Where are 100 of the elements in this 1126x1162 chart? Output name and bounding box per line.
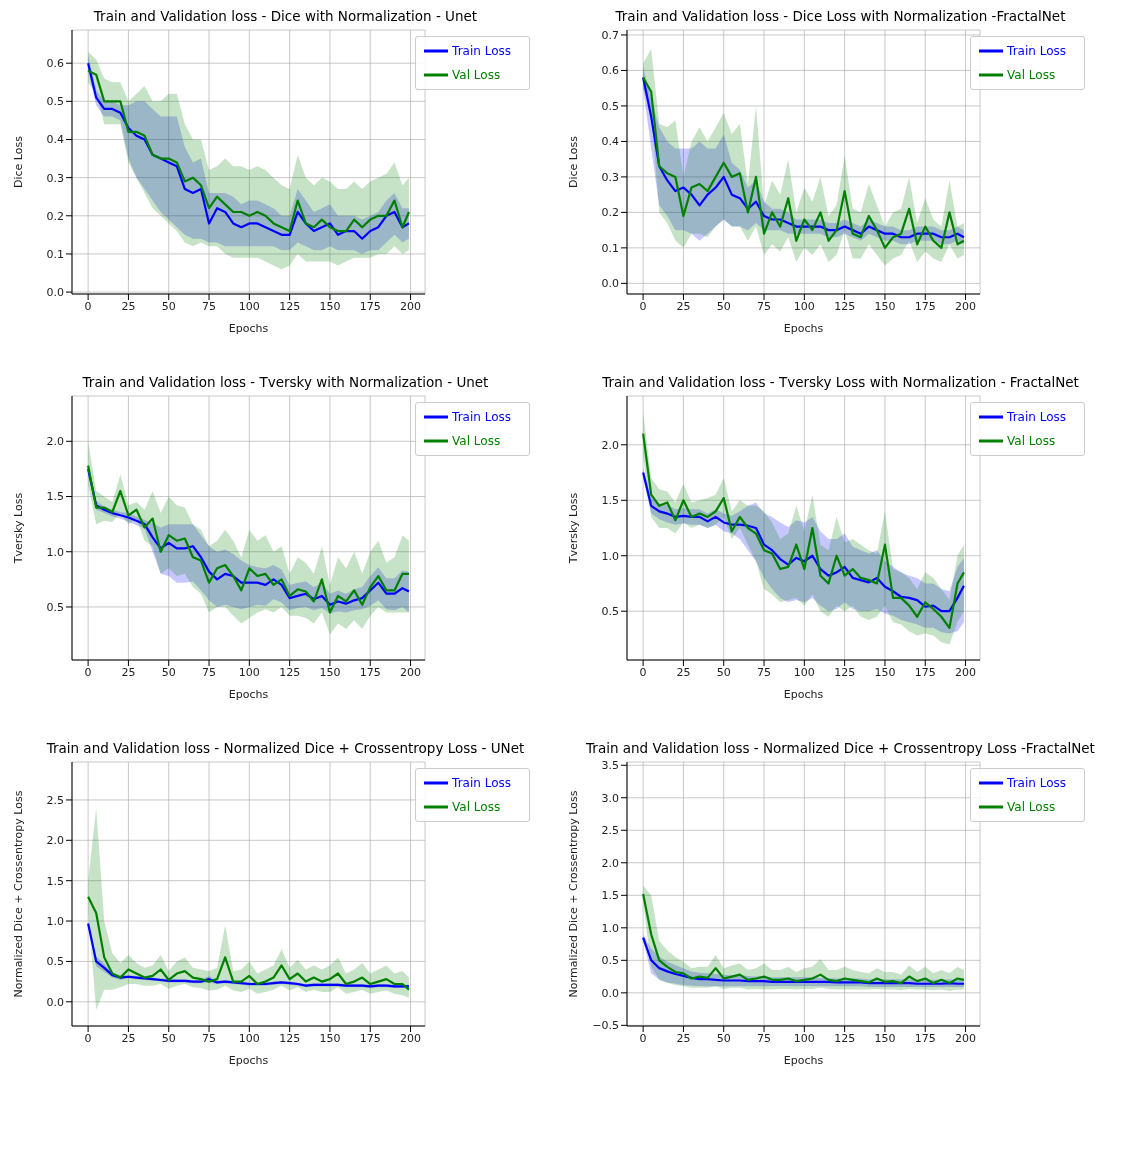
y-tick-label: 2.5 — [601, 824, 619, 838]
y-tick-label: 0.5 — [46, 955, 64, 969]
x-tick-label: 50 — [161, 665, 176, 679]
y-tick-label: 0.4 — [601, 135, 619, 149]
x-tick-label: 150 — [319, 299, 341, 313]
legend-label: Val Loss — [452, 67, 501, 82]
x-tick-label: 125 — [279, 1031, 301, 1045]
y-tick-label: 0.5 — [601, 954, 619, 968]
x-tick-label: 25 — [676, 1031, 691, 1045]
x-tick-label: 50 — [716, 665, 731, 679]
line-series — [87, 895, 411, 991]
x-tick-label: 150 — [874, 299, 896, 313]
y-tick-label: 3.5 — [601, 759, 619, 773]
line-series — [642, 432, 966, 629]
legend-label: Train Loss — [1007, 775, 1066, 790]
y-tick-label: 0.4 — [46, 133, 64, 147]
y-tick-label: 0.3 — [46, 171, 64, 185]
legend-label: Val Loss — [1007, 433, 1056, 448]
y-axis-title: Tversky Loss — [566, 492, 580, 565]
y-tick-label: 0.3 — [601, 170, 619, 184]
x-tick-label: 100 — [238, 665, 260, 679]
legend-label: Val Loss — [452, 433, 501, 448]
x-tick-label: 0 — [84, 299, 92, 313]
y-tick-label: 0.0 — [601, 277, 619, 291]
x-axis-title: Epochs — [783, 322, 824, 335]
y-tick-label: 1.0 — [601, 549, 619, 563]
x-axis-title: Epochs — [783, 1054, 824, 1067]
legend-label: Train Loss — [1007, 409, 1066, 424]
y-tick-label: 0.5 — [46, 95, 64, 109]
x-tick-label: 50 — [716, 1031, 731, 1045]
legend-label: Val Loss — [1007, 799, 1056, 814]
y-tick-label: 0.6 — [601, 64, 619, 78]
x-tick-label: 175 — [359, 665, 381, 679]
legend-label: Val Loss — [452, 799, 501, 814]
x-tick-label: 100 — [793, 1031, 815, 1045]
x-tick-label: 150 — [874, 665, 896, 679]
y-tick-label: 0.2 — [46, 209, 64, 223]
x-tick-label: 100 — [238, 299, 260, 313]
y-tick-label: 1.5 — [46, 874, 64, 888]
x-tick-label: 100 — [238, 1031, 260, 1045]
legend-label: Train Loss — [452, 409, 511, 424]
y-tick-label: 0.0 — [46, 995, 64, 1009]
x-tick-label: 75 — [757, 665, 772, 679]
y-tick-label: 0.5 — [601, 99, 619, 113]
x-tick-label: 25 — [676, 665, 691, 679]
x-tick-label: 125 — [834, 665, 856, 679]
y-tick-label: 0.5 — [46, 600, 64, 614]
legend-label: Train Loss — [452, 775, 511, 790]
x-tick-label: 25 — [676, 299, 691, 313]
legend-label: Train Loss — [452, 43, 511, 58]
legend-label: Train Loss — [1007, 43, 1066, 58]
x-tick-label: 25 — [121, 299, 136, 313]
x-axis-title: Epochs — [783, 688, 824, 701]
y-tick-label: 1.0 — [46, 545, 64, 559]
x-tick-label: 175 — [359, 299, 381, 313]
x-tick-label: 100 — [793, 299, 815, 313]
x-tick-label: 125 — [834, 299, 856, 313]
y-axis-title: Dice Loss — [566, 135, 580, 188]
chart-title: Train and Validation loss - Normalized Dice + Crossentropy Loss -FractalNet — [585, 740, 1096, 756]
y-tick-label: 2.0 — [46, 834, 64, 848]
x-tick-label: 175 — [914, 665, 936, 679]
y-tick-label: 0.1 — [46, 247, 64, 261]
x-tick-label: 50 — [161, 1031, 176, 1045]
y-axis-title: Tversky Loss — [11, 492, 25, 565]
x-tick-label: 0 — [639, 665, 647, 679]
chart-title: Train and Validation loss - Tversky Loss with Normalization - FractalNet — [601, 374, 1080, 390]
x-tick-label: 125 — [279, 299, 301, 313]
x-tick-label: 200 — [400, 299, 422, 313]
x-tick-label: 25 — [121, 1031, 136, 1045]
y-tick-label: 2.5 — [46, 793, 64, 807]
y-tick-label: −0.5 — [592, 1019, 619, 1033]
y-axis-title: Normalized Dice + Crossentropy Loss — [11, 790, 25, 998]
y-tick-label: 0.0 — [601, 986, 619, 1000]
chart-title: Train and Validation loss - Normalized Dice + Crossentropy Loss - UNet — [45, 740, 526, 756]
y-tick-label: 2.0 — [601, 438, 619, 452]
x-tick-label: 0 — [639, 1031, 647, 1045]
x-tick-label: 150 — [319, 1031, 341, 1045]
chart-title: Train and Validation loss - Dice with Normalization - Unet — [92, 8, 479, 24]
chart-title: Train and Validation loss - Tversky with Normalization - Unet — [81, 374, 490, 390]
x-axis-title: Epochs — [228, 1054, 269, 1067]
x-tick-label: 0 — [639, 299, 647, 313]
x-tick-label: 125 — [834, 1031, 856, 1045]
x-tick-label: 100 — [793, 665, 815, 679]
chart-title: Train and Validation loss - Dice Loss with Normalization -FractalNet — [614, 8, 1067, 24]
y-tick-label: 2.0 — [601, 856, 619, 870]
x-tick-label: 75 — [202, 299, 217, 313]
x-tick-label: 200 — [400, 665, 422, 679]
x-tick-label: 0 — [84, 665, 92, 679]
x-tick-label: 200 — [400, 1031, 422, 1045]
x-tick-label: 50 — [716, 299, 731, 313]
x-tick-label: 25 — [121, 665, 136, 679]
y-axis-title: Normalized Dice + Crossentropy Loss — [566, 790, 580, 998]
y-tick-label: 2.0 — [46, 435, 64, 449]
y-tick-label: 3.0 — [601, 791, 619, 805]
x-tick-label: 75 — [202, 1031, 217, 1045]
x-axis-title: Epochs — [228, 322, 269, 335]
x-tick-label: 175 — [914, 1031, 936, 1045]
y-tick-label: 1.0 — [601, 921, 619, 935]
x-tick-label: 200 — [955, 299, 977, 313]
y-tick-label: 1.5 — [601, 889, 619, 903]
